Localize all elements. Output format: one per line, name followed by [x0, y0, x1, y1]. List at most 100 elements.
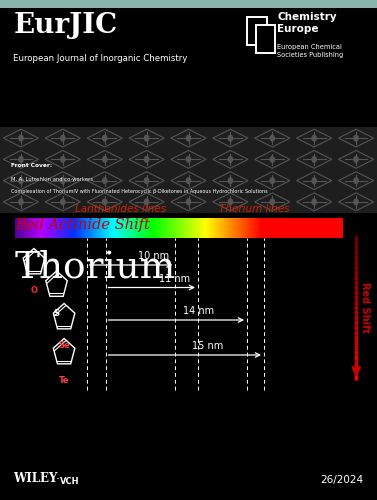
Bar — [268, 218, 269, 238]
Bar — [182, 218, 183, 238]
Bar — [51, 218, 52, 238]
Bar — [283, 218, 284, 238]
Bar — [326, 218, 327, 238]
Bar — [126, 218, 127, 238]
Bar — [275, 218, 276, 238]
Circle shape — [228, 199, 233, 204]
Bar — [150, 218, 151, 238]
Bar — [196, 218, 197, 238]
Bar — [23, 218, 24, 238]
Bar — [84, 218, 85, 238]
Circle shape — [144, 156, 149, 162]
Bar — [211, 218, 212, 238]
Bar — [164, 218, 165, 238]
Bar — [55, 218, 56, 238]
Bar — [87, 218, 88, 238]
Bar — [269, 218, 270, 238]
Bar — [153, 218, 154, 238]
Circle shape — [103, 136, 107, 141]
Bar — [272, 218, 273, 238]
Bar — [313, 218, 314, 238]
Bar — [252, 218, 253, 238]
Bar — [136, 218, 137, 238]
Text: 11 nm: 11 nm — [159, 274, 190, 283]
Text: Front Cover:: Front Cover: — [11, 164, 52, 168]
Bar — [144, 218, 145, 238]
Text: European Chemical
Societies Publishing: European Chemical Societies Publishing — [277, 44, 343, 58]
Bar — [298, 218, 299, 238]
Bar — [86, 218, 87, 238]
Text: Thorium: Thorium — [15, 250, 176, 286]
Bar — [303, 218, 304, 238]
Bar — [94, 218, 95, 238]
Bar — [230, 218, 231, 238]
Bar — [108, 218, 109, 238]
Bar — [281, 218, 282, 238]
Bar — [245, 218, 246, 238]
Bar — [63, 218, 64, 238]
Bar — [273, 218, 274, 238]
Bar — [61, 218, 62, 238]
Circle shape — [270, 136, 274, 141]
Circle shape — [354, 136, 358, 141]
Bar — [50, 218, 51, 238]
Bar — [64, 218, 65, 238]
Bar — [158, 218, 159, 238]
Bar — [243, 218, 244, 238]
Bar — [101, 218, 102, 238]
Bar — [38, 218, 39, 238]
Bar — [149, 218, 150, 238]
Bar — [142, 218, 143, 238]
Bar — [95, 218, 96, 238]
Bar — [246, 218, 247, 238]
Circle shape — [312, 156, 316, 162]
Text: 26/2024: 26/2024 — [321, 475, 364, 485]
Bar — [44, 218, 45, 238]
Bar — [260, 218, 261, 238]
Bar — [117, 218, 118, 238]
Bar — [178, 218, 179, 238]
Bar — [339, 218, 340, 238]
Bar — [300, 218, 301, 238]
Bar — [191, 218, 192, 238]
Bar — [42, 218, 43, 238]
Bar — [342, 218, 343, 238]
Circle shape — [186, 156, 191, 162]
Bar — [200, 218, 201, 238]
Bar — [143, 218, 144, 238]
Bar — [92, 218, 93, 238]
Bar — [332, 218, 333, 238]
Bar — [53, 218, 54, 238]
Bar — [70, 218, 71, 238]
Bar — [19, 218, 20, 238]
Bar — [35, 218, 36, 238]
Bar — [233, 218, 234, 238]
Bar — [93, 218, 94, 238]
Bar — [228, 218, 229, 238]
Bar — [207, 218, 208, 238]
Bar — [125, 218, 126, 238]
Bar — [116, 218, 117, 238]
Bar — [215, 218, 216, 238]
Bar — [239, 218, 240, 238]
Circle shape — [144, 199, 149, 204]
Bar — [266, 218, 267, 238]
Bar — [30, 218, 31, 238]
Bar — [79, 218, 80, 238]
Bar — [258, 218, 259, 238]
Bar — [88, 218, 89, 238]
Circle shape — [103, 156, 107, 162]
Bar — [24, 218, 25, 238]
Bar — [16, 218, 17, 238]
Circle shape — [144, 136, 149, 141]
Bar — [236, 218, 237, 238]
Circle shape — [19, 156, 23, 162]
Bar — [274, 218, 275, 238]
Bar — [247, 218, 248, 238]
Bar — [91, 218, 92, 238]
Bar — [241, 218, 242, 238]
Bar — [270, 218, 271, 238]
Bar — [106, 218, 107, 238]
Bar — [152, 218, 153, 238]
Bar — [221, 218, 222, 238]
